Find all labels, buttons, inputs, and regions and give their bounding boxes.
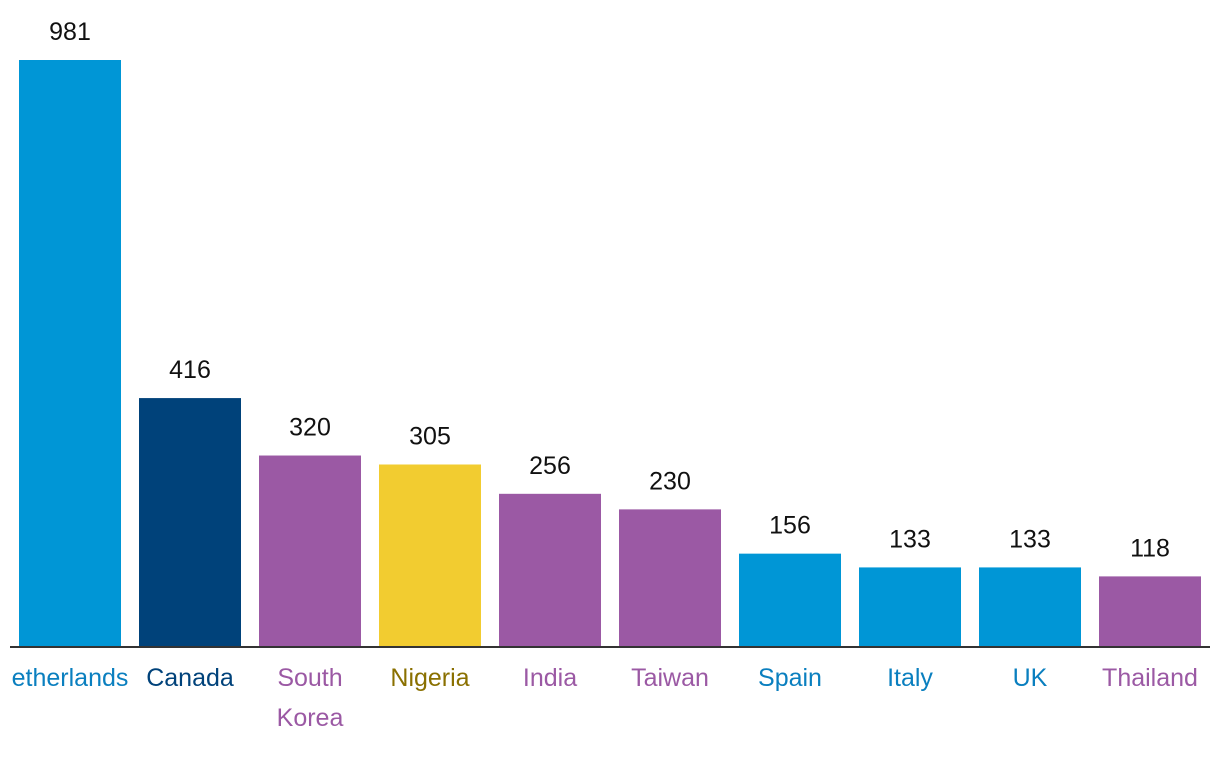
data-label: 230 (649, 467, 691, 495)
x-tick-label: Korea (277, 704, 344, 732)
x-tick-label: South (277, 664, 342, 692)
x-tick-label: Italy (887, 664, 933, 692)
bar-uk (979, 567, 1081, 647)
bar-india (499, 493, 601, 647)
data-label: 305 (409, 422, 451, 450)
bar-canada (139, 398, 241, 647)
data-label: 156 (769, 512, 811, 540)
bar-italy (859, 567, 961, 647)
bar-spain (739, 553, 841, 647)
x-tick-label: Canada (146, 664, 234, 692)
value-labels-layer: 981 416 320 305 256 230 156 133 133 118 (49, 18, 1170, 562)
x-tick-label: Thailand (1102, 664, 1198, 692)
bar-nigeria (379, 464, 481, 647)
data-label: 320 (289, 414, 331, 442)
x-tick-label: India (523, 664, 577, 692)
data-label: 133 (1009, 525, 1051, 553)
bar-south-korea (259, 455, 361, 647)
x-tick-label: Spain (758, 664, 822, 692)
x-tick-label: etherlands (12, 664, 129, 692)
x-tick-label: UK (1013, 664, 1048, 692)
data-label: 256 (529, 452, 571, 480)
bar-etherlands (19, 60, 121, 647)
x-tick-label: Nigeria (390, 664, 469, 692)
data-label: 133 (889, 525, 931, 553)
data-label: 118 (1130, 534, 1170, 562)
data-label: 981 (49, 18, 91, 46)
tick-labels-layer: etherlands Canada South Korea Nigeria India Ta… (12, 664, 1198, 732)
bar-thailand (1099, 576, 1201, 647)
data-label: 416 (169, 356, 211, 384)
bars-layer (19, 60, 1201, 647)
x-tick-label: Taiwan (631, 664, 709, 692)
bar-taiwan (619, 509, 721, 647)
